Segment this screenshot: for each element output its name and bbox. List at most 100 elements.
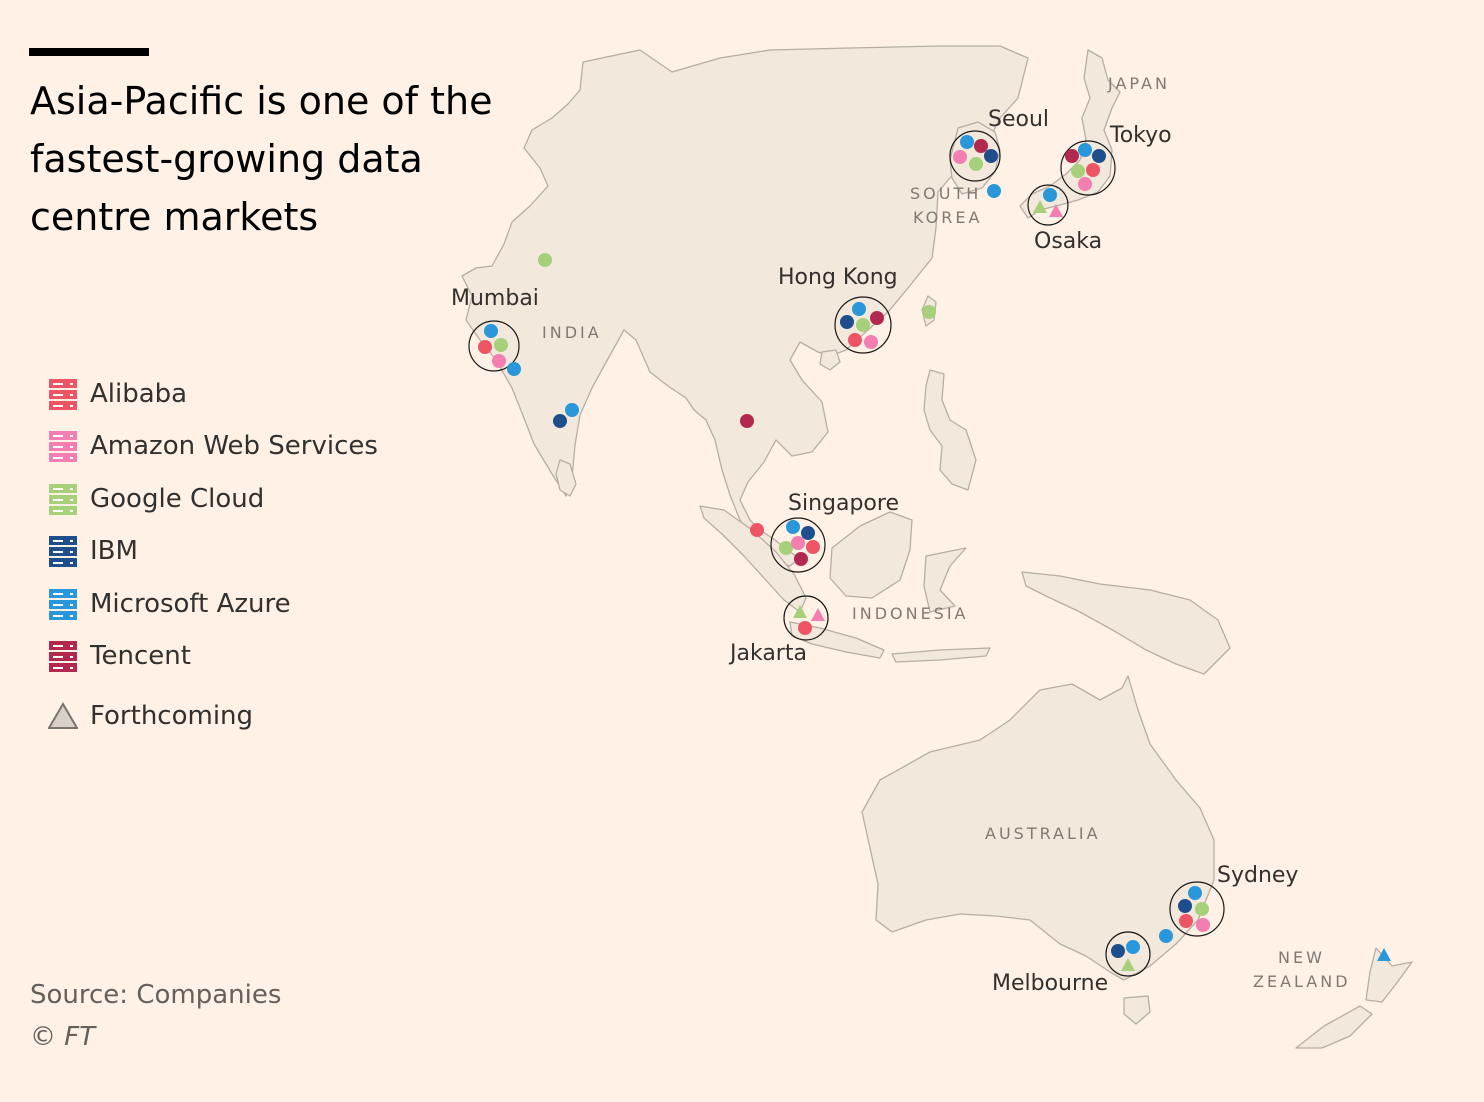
land-lesser-sunda [891, 647, 991, 663]
cluster-ring [834, 296, 892, 354]
country-label-australia: AUSTRALIA [985, 824, 1101, 843]
triangle-icon [48, 702, 78, 729]
site-dot-alibaba [1179, 914, 1193, 928]
legend-item-forthcoming: Forthcoming [48, 696, 253, 736]
legend-item-azure: Microsoft Azure [48, 584, 291, 624]
site-dot-google [856, 318, 870, 332]
server-icon [49, 431, 77, 462]
site-dot-alibaba [848, 333, 862, 347]
city-label-melbourne: Melbourne [992, 971, 1108, 996]
land-japan [1019, 49, 1121, 219]
city-label-seoul: Seoul [988, 107, 1049, 132]
site-dot-azure [786, 520, 800, 534]
site-dot-alibaba [478, 340, 492, 354]
site-dot-google [538, 253, 552, 267]
land-tasmania [1123, 995, 1151, 1025]
site-dot-azure [484, 324, 498, 338]
legend-label: Microsoft Azure [90, 589, 291, 619]
site-dot-azure [852, 302, 866, 316]
site-dot-google [1071, 164, 1085, 178]
site-dot-tencent [1065, 149, 1079, 163]
country-label-japan: JAPAN [1107, 74, 1170, 93]
country-label-south-korea: KOREA [913, 208, 982, 227]
site-dot-azure [960, 135, 974, 149]
site-dot-google [969, 157, 983, 171]
site-dot-ibm [1092, 149, 1106, 163]
land-borneo [829, 511, 913, 599]
land-philippines [923, 369, 977, 491]
land-asia [461, 45, 1029, 567]
legend-item-alibaba: Alibaba [48, 374, 187, 414]
site-dot-aws [1196, 918, 1210, 932]
site-dot-alibaba [1086, 163, 1100, 177]
site-dot-azure [565, 403, 579, 417]
city-cluster-hong-kong [834, 296, 892, 354]
legend-item-google: Google Cloud [48, 479, 264, 519]
city-label-jakarta: Jakarta [728, 641, 807, 666]
site-dot-alibaba [806, 540, 820, 554]
site-dot-tencent [740, 414, 754, 428]
legend-label: Forthcoming [90, 701, 254, 731]
city-label-tokyo: Tokyo [1109, 123, 1172, 148]
forthcoming-triangle-google [1033, 200, 1047, 213]
site-dot-azure [987, 184, 1001, 198]
city-cluster-jakarta [783, 595, 829, 641]
server-icon [49, 484, 77, 515]
other-sites [507, 184, 1391, 961]
source-note: Source: Companies [30, 980, 282, 1010]
city-cluster-tokyo [1060, 140, 1116, 196]
cluster-ring [783, 595, 829, 641]
city-label-singapore: Singapore [788, 491, 899, 516]
land-hainan [819, 349, 841, 371]
site-dot-alibaba [750, 523, 764, 537]
city-clusters [468, 130, 1225, 977]
cluster-ring [770, 517, 826, 573]
site-dot-google [1195, 902, 1209, 916]
legend-item-aws: Amazon Web Services [48, 426, 378, 466]
city-cluster-singapore [770, 517, 826, 573]
land-new-zealand [1295, 947, 1413, 1049]
server-icon [49, 379, 77, 410]
site-dot-azure [507, 362, 521, 376]
country-label-india: INDIA [542, 323, 602, 342]
cluster-ring [468, 320, 520, 372]
city-cluster-mumbai [468, 320, 520, 372]
legend-label: IBM [90, 536, 138, 566]
cluster-ring [1060, 140, 1116, 196]
site-dot-ibm [553, 414, 567, 428]
legend-item-tencent: Tencent [48, 636, 191, 676]
legend-label: Tencent [90, 641, 191, 671]
city-cluster-osaka [1027, 184, 1069, 226]
land-australia [861, 675, 1215, 981]
site-dot-ibm [1178, 899, 1192, 913]
title-rule [29, 48, 149, 56]
forthcoming-triangle-aws [1049, 204, 1063, 217]
chart-title: Asia-Pacific is one of the fastest-growi… [30, 79, 493, 239]
site-dot-azure [1043, 188, 1057, 202]
site-dot-aws [953, 150, 967, 164]
country-label-new-zealand: NEW [1278, 948, 1325, 967]
site-dot-azure [1078, 143, 1092, 157]
forthcoming-triangle-azure [1377, 948, 1391, 961]
forthcoming-triangle-google [793, 605, 807, 618]
city-cluster-seoul [949, 130, 1001, 182]
site-dot-azure [1188, 886, 1202, 900]
country-label-indonesia: INDONESIA [852, 604, 969, 623]
site-dot-google [779, 541, 793, 555]
site-dot-ibm [1111, 944, 1125, 958]
site-dot-ibm [984, 149, 998, 163]
city-cluster-melbourne [1105, 931, 1151, 977]
site-dot-aws [864, 335, 878, 349]
server-icon [49, 589, 77, 620]
legend-label: Google Cloud [90, 484, 265, 514]
cluster-ring [949, 130, 1001, 182]
site-dot-tencent [870, 311, 884, 325]
land-new-guinea [1021, 571, 1231, 675]
legend-label: Alibaba [90, 379, 188, 409]
site-dot-aws [492, 354, 506, 368]
country-label-south-korea: SOUTH [910, 184, 981, 203]
site-dot-alibaba [798, 621, 812, 635]
legend-item-ibm: IBM [48, 531, 138, 571]
city-label-osaka: Osaka [1034, 229, 1102, 254]
